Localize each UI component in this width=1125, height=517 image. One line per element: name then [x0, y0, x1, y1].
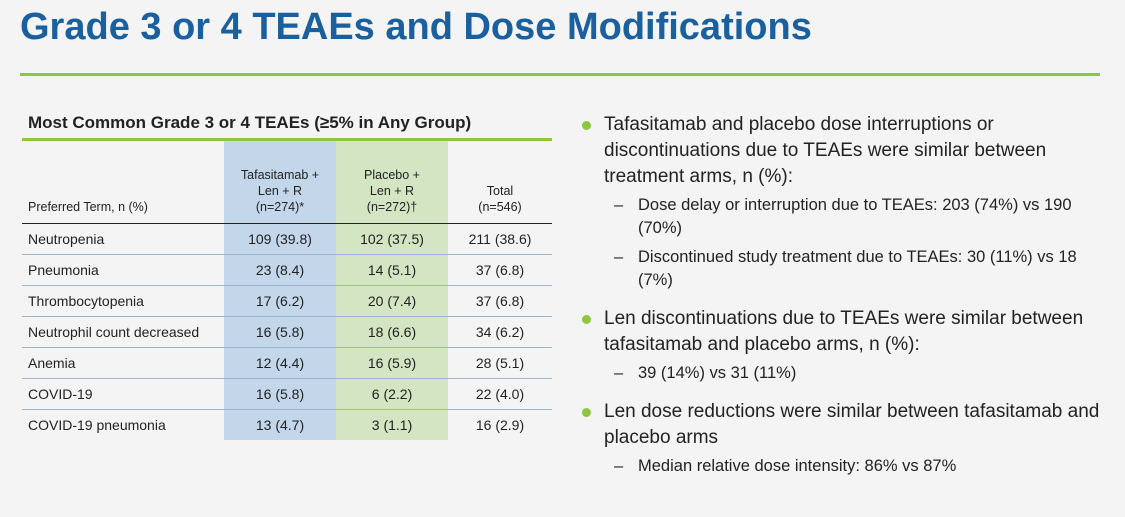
dash-icon: – — [614, 364, 624, 382]
cell-total: 37 (6.8) — [448, 285, 552, 317]
table-title-divider — [22, 138, 552, 141]
bullet-text: Len discontinuations due to TEAEs were s… — [604, 308, 1084, 355]
bullet-list: Tafasitamab and placebo dose interruptio… — [580, 112, 1110, 484]
cell-total: 22 (4.0) — [448, 378, 552, 410]
cell-term: Neutrophil count decreased — [22, 316, 224, 348]
cell-term: Anemia — [22, 347, 224, 379]
table-row: Pneumonia 23 (8.4) 14 (5.1) 37 (6.8) — [22, 254, 552, 286]
sub-bullet-item: – 39 (14%) vs 31 (11%) — [580, 362, 1110, 385]
sub-bullet-text: Median relative dose intensity: 86% vs 8… — [638, 457, 957, 475]
cell-term: COVID-19 — [22, 378, 224, 410]
bullet-text: Tafasitamab and placebo dose interruptio… — [604, 114, 1047, 187]
header-tafasitamab: Tafasitamab + Len + R (n=274)* — [224, 141, 336, 224]
header-preferred-term: Preferred Term, n (%) — [22, 141, 224, 224]
cell-total: 211 (38.6) — [448, 223, 552, 255]
cell-taf: 23 (8.4) — [224, 254, 336, 286]
cell-taf: 12 (4.4) — [224, 347, 336, 379]
title-divider — [20, 73, 1100, 76]
cell-taf: 17 (6.2) — [224, 285, 336, 317]
cell-pla: 3 (1.1) — [336, 409, 448, 440]
cell-pla: 14 (5.1) — [336, 254, 448, 286]
cell-pla: 16 (5.9) — [336, 347, 448, 379]
cell-taf: 16 (5.8) — [224, 378, 336, 410]
cell-total: 16 (2.9) — [475, 417, 525, 433]
cell-total: 34 (6.2) — [448, 316, 552, 348]
table-row: COVID-19 16 (5.8) 6 (2.2) 22 (4.0) — [22, 378, 552, 410]
sub-bullet-item: – Dose delay or interruption due to TEAE… — [580, 194, 1110, 240]
cell-pla: 18 (6.6) — [336, 316, 448, 348]
table-row: Neutropenia 109 (39.8) 102 (37.5) 211 (3… — [22, 223, 552, 255]
cell-taf: 13 (4.7) — [224, 409, 336, 440]
table-row: Thrombocytopenia 17 (6.2) 20 (7.4) 37 (6… — [22, 285, 552, 317]
bullet-text: Len dose reductions were similar between… — [604, 401, 1100, 448]
cell-pla: 102 (37.5) — [336, 223, 448, 255]
table-row: COVID-19 pneumonia 13 (4.7) 3 (1.1) 16 (… — [22, 409, 552, 440]
bullet-item: Tafasitamab and placebo dose interruptio… — [580, 112, 1110, 190]
page-title: Grade 3 or 4 TEAEs and Dose Modification… — [20, 6, 812, 48]
sub-bullet-item: – Discontinued study treatment due to TE… — [580, 246, 1110, 292]
sub-bullet-text: 39 (14%) vs 31 (11%) — [638, 364, 797, 382]
dash-icon: – — [614, 248, 624, 266]
header-total: Total (n=546) — [448, 141, 552, 224]
sub-bullet-text: Discontinued study treatment due to TEAE… — [638, 248, 1077, 289]
sub-bullet-item: – Median relative dose intensity: 86% vs… — [580, 455, 1110, 478]
cell-pla: 6 (2.2) — [336, 378, 448, 410]
table-title: Most Common Grade 3 or 4 TEAEs (≥5% in A… — [28, 113, 472, 132]
teae-table: Preferred Term, n (%) Tafasitamab + Len … — [22, 141, 552, 440]
table-row: Anemia 12 (4.4) 16 (5.9) 28 (5.1) — [22, 347, 552, 379]
cell-term: Neutropenia — [22, 223, 224, 255]
cell-total: 37 (6.8) — [448, 254, 552, 286]
dash-icon: – — [614, 196, 624, 214]
table-header-row: Preferred Term, n (%) Tafasitamab + Len … — [22, 141, 552, 224]
dash-icon: – — [614, 457, 624, 475]
cell-term: Thrombocytopenia — [22, 285, 224, 317]
cell-taf: 16 (5.8) — [224, 316, 336, 348]
cell-term: COVID-19 pneumonia — [28, 417, 166, 433]
cell-pla: 20 (7.4) — [336, 285, 448, 317]
bullet-dot-icon — [582, 315, 591, 324]
bullet-item: Len discontinuations due to TEAEs were s… — [580, 306, 1110, 358]
bullet-item: Len dose reductions were similar between… — [580, 399, 1110, 451]
header-placebo: Placebo + Len + R (n=272)† — [336, 141, 448, 224]
cell-term: Pneumonia — [22, 254, 224, 286]
bullet-dot-icon — [582, 121, 591, 130]
cell-total: 28 (5.1) — [448, 347, 552, 379]
cell-taf: 109 (39.8) — [224, 223, 336, 255]
teae-table-panel: Most Common Grade 3 or 4 TEAEs (≥5% in A… — [22, 108, 552, 440]
bullet-dot-icon — [582, 408, 591, 417]
sub-bullet-text: Dose delay or interruption due to TEAEs:… — [638, 196, 1072, 237]
table-row: Neutrophil count decreased 16 (5.8) 18 (… — [22, 316, 552, 348]
